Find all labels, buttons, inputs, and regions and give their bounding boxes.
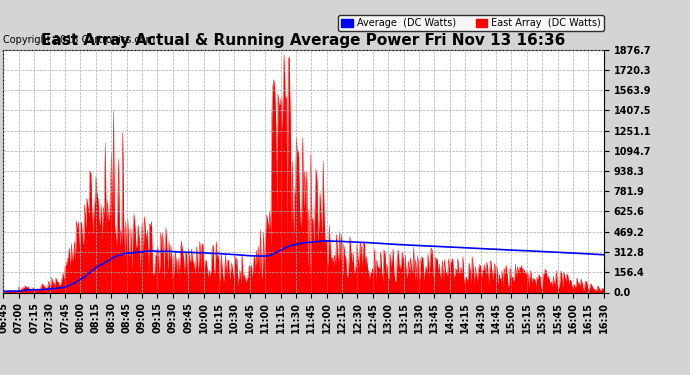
Legend: Average  (DC Watts), East Array  (DC Watts): Average (DC Watts), East Array (DC Watts… (339, 15, 604, 32)
Title: East Array Actual & Running Average Power Fri Nov 13 16:36: East Array Actual & Running Average Powe… (41, 33, 566, 48)
Text: Copyright 2015 Cartronics.com: Copyright 2015 Cartronics.com (3, 34, 155, 45)
